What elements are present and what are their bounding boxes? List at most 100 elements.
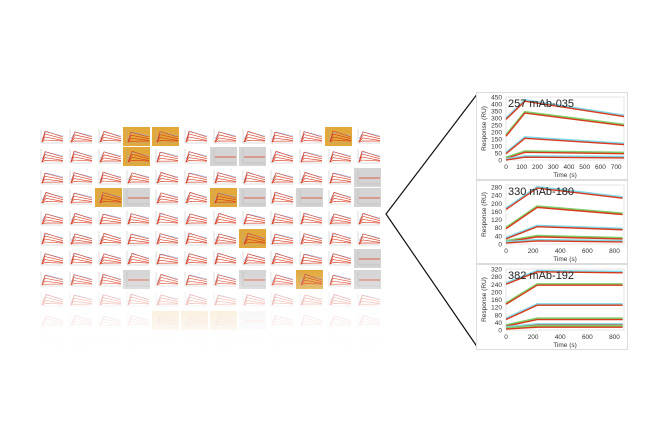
thumbnail[interactable] [65,229,93,248]
thumbnail[interactable] [152,188,180,208]
thumbnail[interactable] [94,167,122,187]
x-tick-label: 0 [504,334,508,341]
thumbnail-flagged[interactable] [296,188,324,208]
thumbnail-flagged[interactable] [353,188,381,208]
thumbnail[interactable] [209,208,237,228]
thumbnail[interactable] [209,127,237,146]
thumbnail[interactable] [65,127,93,146]
thumbnail[interactable] [325,249,352,269]
thumb-curve [329,181,352,184]
thumbnail-highlighted[interactable] [209,188,237,208]
thumb-curve [272,175,294,183]
thumbnail[interactable] [94,127,122,146]
thumbnail[interactable] [325,208,352,228]
thumbnail[interactable] [94,249,122,269]
thumbnail[interactable] [181,208,208,228]
thumbnail[interactable] [181,229,208,248]
thumbnail-flagged[interactable] [238,147,266,167]
thumbnail-highlighted[interactable] [152,127,180,146]
thumbnail[interactable] [152,208,180,228]
thumbnail-highlighted[interactable] [123,147,151,167]
thumbnail[interactable] [209,249,237,269]
thumbnail[interactable] [152,167,180,187]
thumbnail[interactable] [325,147,352,167]
thumbnail[interactable] [353,229,381,248]
thumbnail-highlighted[interactable] [94,188,122,208]
thumbnail[interactable] [37,167,64,187]
thumbnail[interactable] [37,127,64,146]
y-tick-label: 0 [498,158,502,165]
thumbnail-highlighted[interactable] [123,127,151,146]
thumb-curve [329,157,352,163]
thumbnail[interactable] [209,167,237,187]
series-fit-line [505,326,623,330]
thumbnail[interactable] [65,188,93,208]
thumbnail[interactable] [123,229,151,248]
thumbnail[interactable] [325,167,352,187]
thumbnail[interactable] [353,208,381,228]
thumbnail[interactable] [123,167,151,187]
thumb-curve [41,219,64,224]
thumbnail[interactable] [94,229,122,248]
thumb-curve [300,254,323,265]
thumbnail-flagged[interactable] [353,249,381,269]
thumbnail[interactable] [37,147,64,167]
thumb-curve [243,136,265,143]
thumbnail[interactable] [296,208,324,228]
thumb-curve [300,257,323,265]
thumbnail[interactable] [37,208,64,228]
thumbnail[interactable] [296,229,324,248]
thumb-curve [329,241,352,245]
thumbnail[interactable] [353,147,381,167]
thumbnail[interactable] [65,147,93,167]
thumbnail[interactable] [238,127,266,146]
thumbnail[interactable] [37,229,64,248]
thumbnail[interactable] [296,127,324,146]
thumbnail[interactable] [181,188,208,208]
thumbnail[interactable] [238,167,266,187]
thumbnail-flagged[interactable] [238,188,266,208]
thumbnail[interactable] [267,229,295,248]
thumbnail[interactable] [353,127,381,146]
thumbnail[interactable] [37,249,64,269]
thumbnail[interactable] [94,208,122,228]
thumbnail[interactable] [65,208,93,228]
thumbnail[interactable] [267,147,295,167]
thumbnail[interactable] [325,229,352,248]
thumbnail-highlighted[interactable] [325,127,352,146]
thumbnail-highlighted[interactable] [238,229,266,248]
thumbnail-flagged[interactable] [353,167,381,187]
thumbnail[interactable] [94,147,122,167]
thumbnail-flagged[interactable] [123,188,151,208]
thumbnail[interactable] [238,249,266,269]
thumbnail-flagged[interactable] [209,147,237,167]
thumbnail[interactable] [181,249,208,269]
thumbnail[interactable] [267,208,295,228]
thumb-curve [243,232,265,245]
thumbnail[interactable] [238,208,266,228]
thumbnail[interactable] [296,249,324,269]
thumbnail[interactable] [209,229,237,248]
thumbnail[interactable] [325,188,352,208]
thumbnail[interactable] [123,208,151,228]
thumbnail[interactable] [37,188,64,208]
thumbnail[interactable] [296,167,324,187]
thumbnail[interactable] [152,147,180,167]
thumbnail[interactable] [267,127,295,146]
thumbnail[interactable] [267,188,295,208]
thumbnail[interactable] [65,249,93,269]
thumbnail[interactable] [267,167,295,187]
thumbnail[interactable] [181,167,208,187]
thumbnail[interactable] [181,127,208,146]
thumbnail[interactable] [296,147,324,167]
thumbnail[interactable] [152,229,180,248]
thumbnail[interactable] [267,249,295,269]
thumbnail[interactable] [152,249,180,269]
x-tick-label: 400 [555,248,566,255]
thumb-curve [157,263,179,265]
thumbnail[interactable] [123,249,151,269]
thumbnail[interactable] [181,147,208,167]
thumbnail[interactable] [65,167,93,187]
thumb-curve [358,157,380,163]
